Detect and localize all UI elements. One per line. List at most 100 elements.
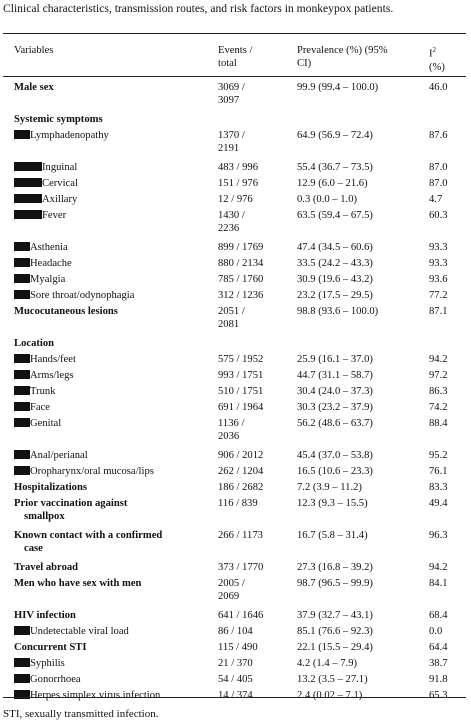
row-label: Gonorrhoea [30,674,81,685]
row-variable: Genital [14,417,214,430]
row-label: Herpes simplex virus infection [30,690,161,701]
row-events-line1: 691 / 1964 [218,402,264,413]
row-events: 510 / 1751 [218,385,288,398]
row-variable: Systemic symptoms [14,113,214,126]
row-prevalence: 45.4 (37.0 – 53.8) [297,450,373,461]
row-prevalence: 27.3 (16.8 – 39.2) [297,562,373,573]
row-label: Headache [30,258,72,269]
row-prevalence: 16.7 (5.8 – 31.4) [297,530,368,541]
row-events: 54 / 405 [218,673,288,686]
row-prevalence: 4.2 (1.4 – 7.9) [297,658,358,669]
row-variable: Men who have sex with men [14,577,214,590]
row-prevalence: 55.4 (36.7 – 73.5) [297,162,373,173]
row-label: Prior vaccination against [14,498,128,509]
row-label: Concurrent STI [14,642,87,653]
indent-marker [14,194,42,203]
row-prevalence: 12.3 (9.3 – 15.5) [297,498,368,509]
row-events: 899 / 1769 [218,241,288,254]
indent-marker [14,178,42,187]
indent-marker [14,258,30,267]
row-variable: Fever [14,209,214,222]
row-events-line2: 2036 [218,431,240,443]
row-label: Trunk [30,386,56,397]
row-prevalence: 98.8 (93.6 – 100.0) [297,306,379,317]
row-events-line1: 12 / 976 [218,194,253,205]
row-events-line2: 2191 [218,143,240,155]
row-i2: 87.0 [429,162,448,173]
row-label: Face [30,402,50,413]
row-events-line2: 2069 [218,591,240,603]
indent-marker [14,466,30,475]
header-prevalence-line2: CI) [297,58,312,70]
indent-marker [14,690,30,699]
row-events-line1: 899 / 1769 [218,242,264,253]
row-events-line1: 186 / 2682 [218,482,264,493]
row-label-continued: smallpox [24,511,65,523]
row-events-line1: 880 / 2134 [218,258,264,269]
row-i2: 97.2 [429,370,448,381]
row-events-line2: 2236 [218,223,240,235]
row-prevalence: 13.2 (3.5 – 27.1) [297,674,368,685]
row-events: 1370 / 2191 [218,129,288,156]
header-variables: Variables [14,45,54,56]
row-events-line1: 3069 / [218,82,245,93]
row-label: Asthenia [30,242,68,253]
row-variable: Herpes simplex virus infection [14,689,214,702]
header-i2-base: I [429,48,433,60]
row-prevalence: 25.9 (16.1 – 37.0) [297,354,373,365]
row-events-line1: 575 / 1952 [218,354,264,365]
row-prevalence: 44.7 (31.1 – 58.7) [297,370,373,381]
row-variable: Lymphadenopathy [14,129,214,142]
row-variable: Hands/feet [14,353,214,366]
row-events-line1: 14 / 374 [218,690,253,701]
header-events: Events / total [218,44,288,71]
row-variable: Mucocutaneous lesions [14,305,214,318]
row-prevalence: 98.7 (96.5 – 99.9) [297,578,373,589]
row-variable: Sore throat/odynophagia [14,289,214,302]
row-prevalence: 7.2 (3.9 – 11.2) [297,482,362,493]
row-i2: 38.7 [429,658,448,669]
top-rule [3,33,466,34]
table-caption: Clinical characteristics, transmission r… [3,2,394,15]
table-footnote: STI, sexually transmitted infection. [3,708,159,720]
row-events-line1: 1370 / [218,130,245,141]
row-events: 373 / 1770 [218,561,288,574]
row-variable: Concurrent STI [14,641,214,654]
row-i2: 88.4 [429,418,448,429]
row-label: Mucocutaneous lesions [14,306,118,317]
row-events-line1: 116 / 839 [218,498,258,509]
row-i2: 49.4 [429,498,448,509]
row-i2: 65.3 [429,690,448,701]
row-events-line1: 2005 / [218,578,245,589]
row-prevalence: 16.5 (10.6 – 23.3) [297,466,373,477]
row-prevalence: 12.9 (6.0 – 21.6) [297,178,368,189]
row-i2: 96.3 [429,530,448,541]
row-label: Known contact with a confirmed [14,530,163,541]
row-events: 575 / 1952 [218,353,288,366]
row-prevalence: 37.9 (32.7 – 43.1) [297,610,373,621]
row-variable: Oropharynx/oral mucosa/lips [14,465,214,478]
row-events-line1: 2051 / [218,306,245,317]
row-variable: Arms/legs [14,369,214,382]
row-i2: 93.6 [429,274,448,285]
indent-marker [14,386,30,395]
row-events-line1: 483 / 996 [218,162,259,173]
row-variable: Trunk [14,385,214,398]
row-i2: 76.1 [429,466,448,477]
row-variable: HIV infection [14,609,214,622]
row-i2: 64.4 [429,642,448,653]
row-variable: Headache [14,257,214,270]
row-events-line1: 1136 / [218,418,245,429]
row-events-line2: 2081 [218,319,240,331]
row-events: 266 / 1173 [218,529,288,542]
row-events: 14 / 374 [218,689,288,702]
row-i2: 87.0 [429,178,448,189]
row-events-line1: 785 / 1760 [218,274,264,285]
row-label: Location [14,338,55,349]
row-i2: 93.3 [429,258,448,269]
row-label: Syphilis [30,658,65,669]
row-variable: Undetectable viral load [14,625,214,638]
row-events: 21 / 370 [218,657,288,670]
row-events: 86 / 104 [218,625,288,638]
